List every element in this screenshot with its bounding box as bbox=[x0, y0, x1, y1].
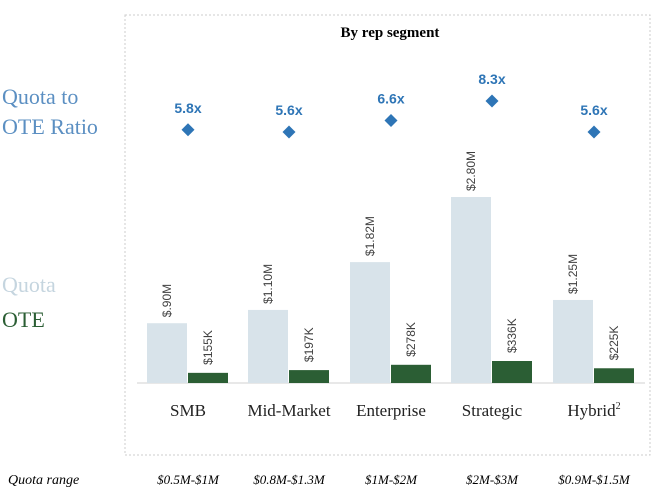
ote-value-label: $197K bbox=[302, 327, 316, 362]
ratio-marker bbox=[282, 125, 296, 139]
chart-frame bbox=[124, 14, 651, 456]
ote-bar bbox=[391, 364, 431, 383]
quota-value-label: $1.82M bbox=[363, 216, 377, 256]
category-footnote-marker: 2 bbox=[616, 401, 621, 412]
ote-bar bbox=[594, 368, 634, 383]
ote-value-label: $225K bbox=[607, 326, 621, 361]
ratio-marker bbox=[485, 94, 499, 108]
category-label: Mid-Market bbox=[247, 401, 330, 420]
quota-value-label: $1.25M bbox=[566, 254, 580, 294]
legend: Quota to OTE Ratio Quota OTE bbox=[2, 84, 98, 332]
ote-bar bbox=[492, 361, 532, 383]
ote-value-label: $278K bbox=[404, 322, 418, 357]
category-label: Strategic bbox=[462, 401, 523, 420]
quota-range-value: $0.9M-$1.5M bbox=[558, 472, 631, 487]
ote-bar bbox=[289, 370, 329, 383]
bars bbox=[147, 197, 634, 383]
quota-range-value: $2M-$3M bbox=[466, 472, 519, 487]
quota-range-value: $0.8M-$1.3M bbox=[253, 472, 326, 487]
chart-title: By rep segment bbox=[341, 25, 440, 41]
category-label: SMB bbox=[170, 401, 206, 420]
quota-value-label: $2.80M bbox=[464, 151, 478, 191]
quota-ranges: $0.5M-$1M $0.8M-$1.3M $1M-$2M $2M-$3M $0.9M-… bbox=[157, 472, 631, 487]
quota-value-label: $.90M bbox=[160, 284, 174, 317]
quota-bar bbox=[248, 309, 288, 383]
ratio-marker bbox=[587, 125, 601, 139]
ratio-marker bbox=[384, 114, 398, 128]
ratio-markers: 5.8x 5.6x 6.6x 8.3x 5.6x bbox=[174, 71, 608, 139]
ratio-marker bbox=[181, 123, 195, 137]
category-label: Enterprise bbox=[356, 401, 426, 420]
ratio-value-label: 5.6x bbox=[275, 102, 302, 118]
ratio-value-label: 8.3x bbox=[478, 71, 505, 87]
data-labels: $.90M $155K $1.10M $197K $1.82M $278K $2.80M $3… bbox=[160, 151, 621, 365]
legend-ratio-line2: OTE Ratio bbox=[2, 114, 98, 139]
quota-bar bbox=[553, 299, 593, 383]
quota-bar bbox=[350, 262, 390, 383]
ote-bar bbox=[188, 372, 228, 383]
legend-ratio-line1: Quota to bbox=[2, 84, 78, 109]
ote-value-label: $336K bbox=[505, 318, 519, 353]
quota-range-value: $0.5M-$1M bbox=[157, 472, 220, 487]
category-label: Hybrid2 bbox=[567, 401, 620, 420]
ratio-value-label: 6.6x bbox=[377, 91, 404, 107]
quota-bar bbox=[451, 197, 491, 383]
chart-panel-border bbox=[124, 14, 651, 456]
category-labels: SMB Mid-Market Enterprise Strategic Hybrid2 bbox=[170, 401, 621, 420]
legend-quota: Quota bbox=[2, 272, 56, 297]
ratio-value-label: 5.6x bbox=[580, 102, 607, 118]
quota-value-label: $1.10M bbox=[261, 264, 275, 304]
quota-range-value: $1M-$2M bbox=[365, 472, 418, 487]
quota-bar bbox=[147, 323, 187, 383]
quota-range-label: Quota range bbox=[8, 473, 79, 488]
ote-value-label: $155K bbox=[201, 330, 215, 365]
ratio-value-label: 5.8x bbox=[174, 100, 201, 116]
legend-ote: OTE bbox=[2, 307, 45, 332]
